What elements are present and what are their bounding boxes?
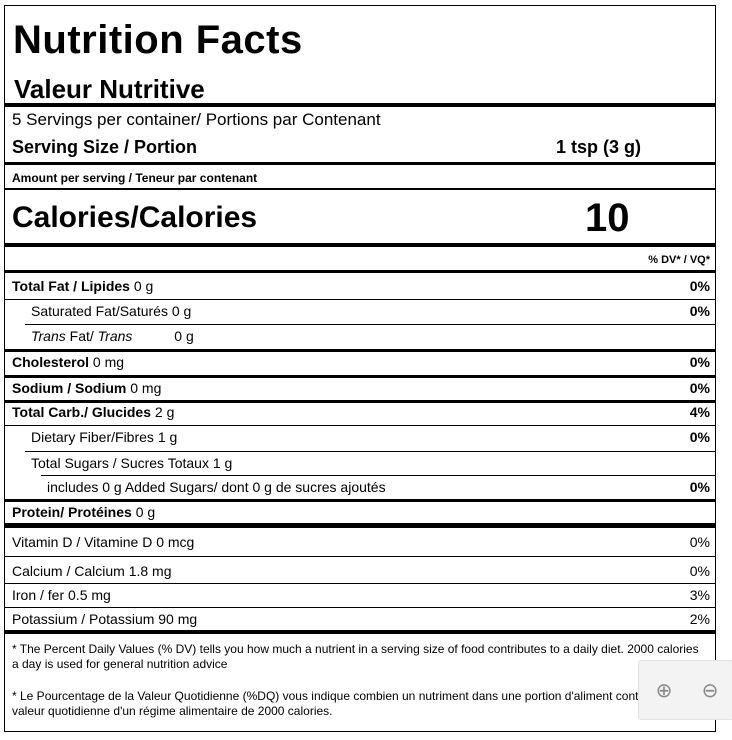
divider: [25, 324, 715, 325]
serving-size-value: 1 tsp (3 g): [556, 137, 642, 157]
cholesterol-row: Cholesterol 0 mg: [12, 352, 124, 372]
divider: [5, 400, 715, 403]
zoom-out-icon[interactable]: ⊖: [701, 678, 719, 702]
nutrient-amount: 1 g: [157, 429, 178, 445]
nutrient-amount: 0 mg: [130, 380, 162, 396]
nutrient-dv: 0%: [689, 380, 710, 396]
dv-header: % DV* / VQ*: [648, 254, 710, 266]
nutrition-label: Nutrition Facts Valeur Nutritive 5 Servi…: [4, 5, 716, 732]
label-title: Nutrition Facts: [13, 18, 303, 62]
nutrient-name: Dietary Fiber/Fibres: [31, 429, 154, 445]
nutrient-amount: 0 mg: [92, 354, 125, 370]
nutrient-name: Protein/ Protéines: [12, 504, 132, 520]
sodium-row: Sodium / Sodium 0 mg: [12, 378, 161, 398]
calories-label: Calories/Calories: [12, 201, 258, 234]
nutrient-name: Total Carb./ Glucides: [12, 404, 151, 420]
zoom-controls: ⊕ ⊖: [638, 660, 732, 720]
nutrient-dv: 0%: [689, 278, 710, 294]
footnote-fr: * Le Pourcentage de la Valeur Quotidienn…: [12, 689, 688, 718]
nutrient-name: Saturated Fat/Saturés: [31, 303, 168, 319]
divider: [5, 103, 715, 107]
divider: [5, 630, 715, 634]
divider: [5, 188, 715, 190]
divider: [5, 523, 715, 528]
divider: [5, 299, 715, 300]
added-sugars-row: includes 0 g Added Sugars/ dont 0 g de s…: [47, 479, 386, 495]
total-carb-row: Total Carb./ Glucides 2 g: [12, 402, 174, 422]
saturated-fat-row: Saturated Fat/Saturés 0 g: [31, 301, 191, 321]
zoom-in-icon[interactable]: ⊕: [655, 678, 673, 702]
nutrient-amount: 0 g: [135, 504, 156, 520]
trans-fat-row: Trans Fat/ Trans 0 g: [31, 326, 194, 346]
nutrient-dv: 0%: [689, 303, 710, 319]
amount-per-serving: Amount per serving / Teneur par contenan…: [12, 171, 258, 185]
protein-row: Protein/ Protéines 0 g: [12, 502, 155, 522]
servings-per-container: 5 Servings per container/ Portions par C…: [12, 110, 381, 129]
nutrient-name-mid: Fat/: [65, 328, 98, 344]
nutrient-amount: 1 g: [212, 455, 233, 471]
nutrient-dv: 2%: [689, 611, 710, 627]
nutrient-name: Total Sugars / Sucres Totaux: [31, 455, 209, 471]
dietary-fiber-row: Dietary Fiber/Fibres 1 g: [31, 427, 177, 447]
nutrient-dv: 0%: [689, 479, 710, 495]
divider: [5, 349, 715, 352]
nutrient-dv: 3%: [689, 587, 710, 603]
nutrient-dv: 0%: [689, 354, 710, 370]
divider: [25, 451, 715, 452]
nutrient-dv: 4%: [689, 404, 710, 420]
divider: [5, 499, 715, 502]
divider: [5, 243, 715, 247]
divider: [5, 162, 715, 165]
divider: [41, 475, 715, 476]
nutrient-amount: 2 g: [154, 404, 175, 420]
calories-value: 10: [585, 196, 630, 240]
iron-row: Iron / fer 0.5 mg: [12, 587, 111, 603]
vitamin-d-row: Vitamin D / Vitamine D 0 mcg: [12, 534, 195, 550]
nutrient-name: Trans: [31, 328, 66, 344]
serving-size-label: Serving Size / Portion: [12, 137, 198, 157]
label-subtitle: Valeur Nutritive: [14, 74, 205, 104]
divider: [5, 425, 715, 426]
divider: [5, 270, 715, 273]
nutrient-amount: 0 g: [171, 303, 192, 319]
nutrient-name-fr: Trans: [97, 328, 133, 344]
nutrient-amount: 0 g: [174, 328, 194, 344]
nutrient-name: Sodium / Sodium: [12, 380, 127, 396]
nutrient-name: Total Fat / Lipides: [12, 278, 130, 294]
nutrient-name: Cholesterol: [12, 354, 90, 370]
divider: [5, 583, 715, 584]
total-sugars-row: Total Sugars / Sucres Totaux 1 g: [31, 453, 232, 473]
divider: [5, 607, 715, 608]
potassium-row: Potassium / Potassium 90 mg: [12, 611, 198, 627]
calcium-row: Calcium / Calcium 1.8 mg: [12, 563, 172, 579]
divider: [5, 556, 715, 557]
nutrient-dv: 0%: [689, 563, 710, 579]
nutrient-amount: 0 g: [133, 278, 154, 294]
nutrient-dv: 0%: [689, 429, 710, 445]
nutrient-dv: 0%: [689, 534, 710, 550]
total-fat-row: Total Fat / Lipides 0 g: [12, 276, 153, 296]
divider: [5, 375, 715, 378]
footnote-en: * The Percent Daily Values (% DV) tells …: [12, 642, 699, 671]
